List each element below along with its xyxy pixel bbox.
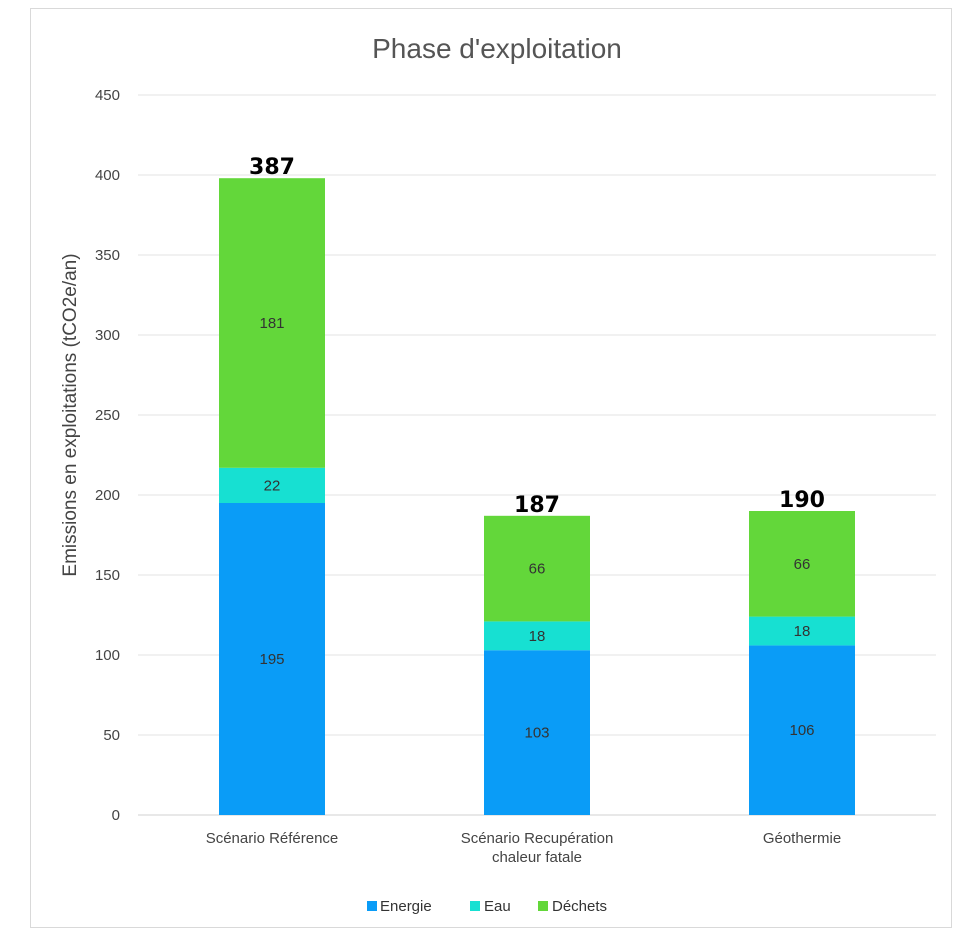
bar-value-label: 66 bbox=[529, 561, 546, 578]
bar-segment-energie bbox=[484, 650, 590, 815]
bars: 195 22 181 387 103 18 66 187 106 18 66 190 bbox=[219, 155, 855, 815]
legend-label: Eau bbox=[484, 898, 511, 915]
legend-swatch-energie bbox=[367, 901, 377, 911]
x-category-label: Scénario Référence bbox=[206, 830, 339, 847]
bar-segment-déchets bbox=[749, 511, 855, 617]
bar-total-label: 187 bbox=[514, 493, 560, 518]
y-tick-label: 300 bbox=[95, 327, 120, 344]
legend: Energie Eau Déchets bbox=[367, 898, 607, 915]
x-category-label: Scénario Recupération bbox=[461, 830, 614, 847]
legend-label: Energie bbox=[380, 898, 432, 915]
bar-segment-déchets bbox=[484, 515, 590, 622]
bar-total-label: 190 bbox=[779, 488, 825, 513]
y-tick-label: 250 bbox=[95, 407, 120, 424]
legend-label: Déchets bbox=[552, 898, 607, 915]
bar-value-label: 195 bbox=[259, 651, 284, 668]
bar-segment-eau bbox=[749, 616, 855, 646]
bar-segment-déchets bbox=[219, 178, 325, 468]
bar-value-label: 22 bbox=[264, 477, 281, 494]
y-tick-label: 200 bbox=[95, 487, 120, 504]
y-tick-label: 0 bbox=[112, 807, 120, 824]
x-category-label: Géothermie bbox=[763, 830, 841, 847]
bar-value-label: 18 bbox=[529, 628, 546, 645]
bar-segment-energie bbox=[219, 503, 325, 815]
y-tick-label: 150 bbox=[95, 567, 120, 584]
legend-swatch-déchets bbox=[538, 901, 548, 911]
bar-value-label: 103 bbox=[524, 725, 549, 742]
bar-segment-eau bbox=[219, 467, 325, 503]
bar-value-label: 18 bbox=[794, 623, 811, 640]
y-tick-label: 350 bbox=[95, 247, 120, 264]
x-category-label: chaleur fatale bbox=[492, 849, 582, 866]
y-tick-label: 400 bbox=[95, 167, 120, 184]
bar-value-label: 106 bbox=[789, 722, 814, 739]
y-tick-label: 50 bbox=[103, 727, 120, 744]
bar-segment-eau bbox=[484, 621, 590, 651]
bar-value-label: 181 bbox=[259, 315, 284, 332]
y-tick-label: 450 bbox=[95, 87, 120, 104]
legend-swatch-eau bbox=[470, 901, 480, 911]
bar-value-label: 66 bbox=[794, 556, 811, 573]
y-axis-label: Emissions en exploitations (tCO2e/an) bbox=[60, 253, 81, 576]
y-axis-ticks: 0 50 100 150 200 250 300 350 400 450 bbox=[95, 87, 120, 824]
x-axis-categories: Scénario Référence Scénario Recupération c… bbox=[206, 830, 841, 866]
y-tick-label: 100 bbox=[95, 647, 120, 664]
chart-title: Phase d'exploitation bbox=[372, 33, 622, 64]
bar-total-label: 387 bbox=[249, 155, 295, 180]
bar-segment-energie bbox=[749, 645, 855, 815]
